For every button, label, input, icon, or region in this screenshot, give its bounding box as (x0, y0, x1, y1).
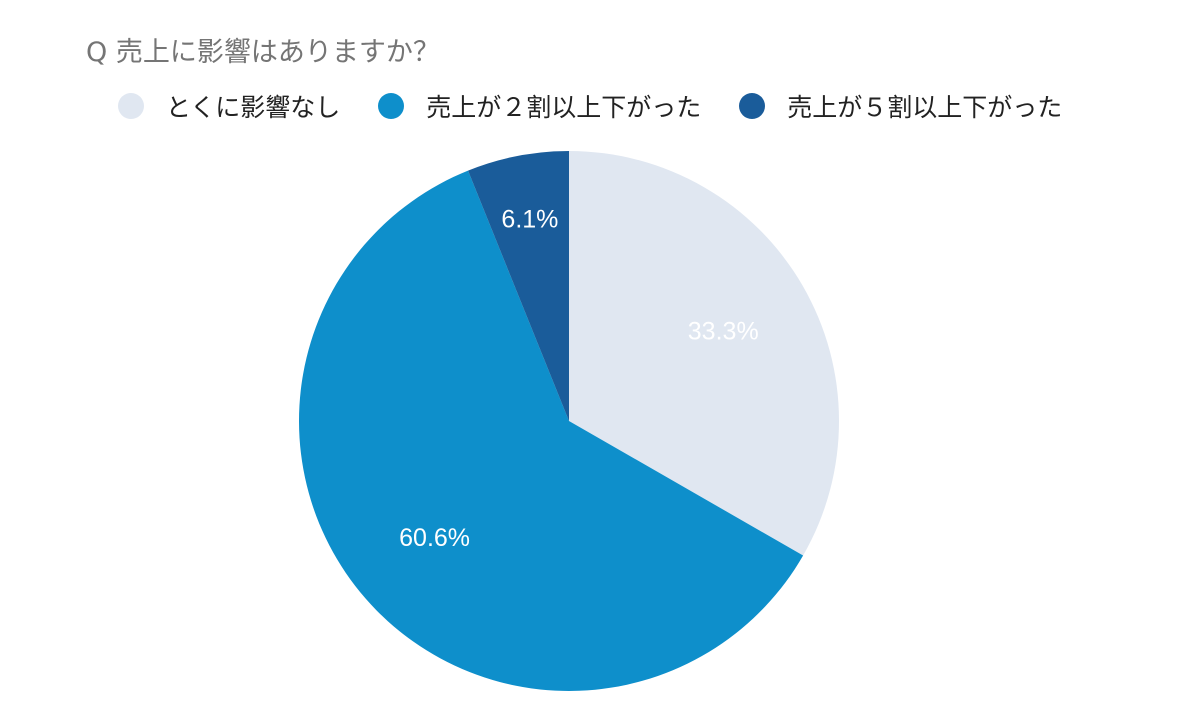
legend-swatch-no-impact (118, 93, 144, 119)
legend-label-down-50: 売上が５割以上下がった (787, 93, 1063, 122)
chart-title: Q 売上に影響はありますか？ (86, 37, 440, 68)
pie-label-no-impact: 33.3% (688, 318, 759, 346)
legend-item-no-impact: とくに影響なし (118, 88, 340, 124)
pie-slice-down-50 (468, 151, 569, 421)
legend-item-down-50: 売上が５割以上下がった (739, 88, 1062, 124)
pie-label-down-50: 6.1% (501, 206, 558, 234)
pie-slice-no-impact (569, 151, 839, 556)
legend-swatch-down-50 (739, 93, 766, 119)
legend-swatch-down-20 (378, 93, 405, 119)
pie-label-down-20: 60.6% (399, 524, 470, 552)
legend-label-down-20: 売上が２割以上下がった (426, 93, 702, 122)
legend-label-no-impact: とくに影響なし (166, 93, 341, 122)
pie-slice-down-20 (298, 170, 804, 692)
legend-item-down-20: 売上が２割以上下がった (378, 88, 701, 124)
legend: とくに影響なし 売上が２割以上下がった 売上が５割以上下がった (118, 86, 1100, 126)
